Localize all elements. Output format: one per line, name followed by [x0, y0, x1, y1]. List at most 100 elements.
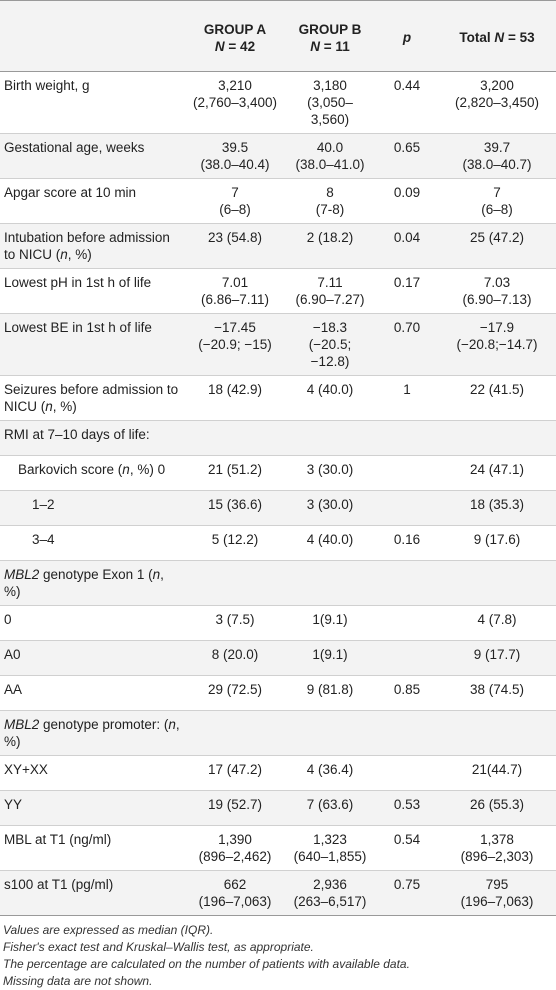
cell-text: 2,936 [313, 877, 347, 892]
value-cell: 21 (51.2) [186, 456, 284, 491]
header-cell: p [376, 1, 438, 72]
table-row: MBL2 genotype Exon 1 (n, %) [0, 560, 556, 606]
cell-text: 0.53 [393, 797, 421, 812]
cell-text: 39.7 [483, 140, 511, 155]
label-text: Lowest BE in 1st h of life [4, 320, 152, 335]
row-label: Lowest pH in 1st h of life [0, 269, 186, 314]
label-text: YY [4, 797, 23, 812]
row-label: Gestational age, weeks [0, 134, 186, 179]
value-cell [186, 711, 284, 756]
cell-text: 9 (17.7) [473, 647, 521, 662]
value-cell [376, 641, 438, 676]
row-label: Birth weight, g [0, 72, 186, 134]
table-row: Barkovich score (n, %) 0 21 (51.2) 3 (30.0… [0, 455, 556, 491]
cell-text: 25 (47.2) [469, 230, 525, 245]
table-row: MBL at T1 (ng/ml) 1,390 (896–2,462) 1,323 (6… [0, 825, 556, 871]
cell-text: (3,050–3,560) [307, 95, 353, 127]
cell-text: 19 (52.7) [207, 797, 263, 812]
value-cell: 0.17 [376, 269, 438, 314]
value-cell: 3 (30.0) [284, 491, 376, 526]
table-row: MBL2 genotype promoter: (n, %) [0, 710, 556, 756]
row-label: 1–2 [0, 491, 186, 526]
cell-text: 17 (47.2) [207, 762, 263, 777]
value-cell [376, 456, 438, 491]
cell-text: 3 (7.5) [215, 612, 255, 627]
cell-text: 26 (55.3) [469, 797, 525, 812]
table-row: Lowest BE in 1st h of life −17.45 (−20.9; … [0, 313, 556, 376]
value-cell: 3,210 (2,760–3,400) [186, 72, 284, 134]
cell-text: 2 (18.2) [306, 230, 354, 245]
table-row: 1–2 15 (36.6) 3 (30.0) 18 (35.3) [0, 490, 556, 526]
cell-text: 0.65 [393, 140, 421, 155]
header-cell: Total N = 53 [438, 1, 556, 72]
cell-text: (196–7,063) [198, 894, 272, 909]
cell-text: 795 [485, 877, 509, 892]
value-cell: 2,936 (263–6,517) [284, 871, 376, 916]
value-cell: 0.16 [376, 526, 438, 561]
label-italic: n [152, 567, 161, 582]
value-cell: 662 (196–7,063) [186, 871, 284, 916]
cell-text: 3 (30.0) [306, 462, 354, 477]
column-n-symbol: N [494, 30, 505, 45]
table-row: s100 at T1 (pg/ml) 662 (196–7,063) 2,936 (26… [0, 870, 556, 916]
cell-text: (38.0–40.4) [200, 157, 270, 172]
label-text: genotype Exon 1 ( [39, 567, 153, 582]
cell-text: 22 (41.5) [469, 382, 525, 397]
value-cell [376, 606, 438, 641]
cell-text: (640–1,855) [293, 849, 367, 864]
value-cell: 8 (7-8) [284, 179, 376, 224]
value-cell: 26 (55.3) [438, 791, 556, 826]
value-cell: 3,200 (2,820–3,450) [438, 72, 556, 134]
value-cell: 0.53 [376, 791, 438, 826]
table-row: Birth weight, g 3,210 (2,760–3,400) 3,180 (3… [0, 71, 556, 134]
cell-text: −17.9 [479, 320, 515, 335]
cell-text: 7.03 [483, 275, 511, 290]
value-cell: 4 (40.0) [284, 526, 376, 561]
cell-text: 4 (36.4) [306, 762, 354, 777]
value-cell: 18 (42.9) [186, 376, 284, 421]
label-text: Apgar score at 10 min [4, 185, 137, 200]
cell-text: 1,378 [480, 832, 514, 847]
cell-text: 0.09 [393, 185, 421, 200]
label-text: AA [4, 682, 23, 697]
cell-text: 3,180 [313, 78, 347, 93]
value-cell: 4 (40.0) [284, 376, 376, 421]
cell-text: −17.45 [214, 320, 256, 335]
cell-text: 1(9.1) [312, 612, 348, 627]
cell-text: (6–8) [481, 202, 513, 217]
cell-text: 0.54 [393, 832, 421, 847]
value-cell: 40.0 (38.0–41.0) [284, 134, 376, 179]
cell-text: 15 (36.6) [207, 497, 263, 512]
table-row: Apgar score at 10 min 7 (6–8) 8 (7-8) 0.09 7 (6… [0, 178, 556, 224]
value-cell: 0.44 [376, 72, 438, 134]
table-row: RMI at 7–10 days of life: [0, 420, 556, 456]
value-cell: 2 (18.2) [284, 224, 376, 269]
row-label: MBL2 genotype Exon 1 (n, %) [0, 561, 186, 606]
value-cell [376, 421, 438, 456]
column-n-value: = 11 [323, 38, 350, 54]
value-cell: 5 (12.2) [186, 526, 284, 561]
cell-text: 1,390 [218, 832, 252, 847]
value-cell: 38 (74.5) [438, 676, 556, 711]
value-cell: 22 (41.5) [438, 376, 556, 421]
cell-text: 8 (20.0) [211, 647, 259, 662]
row-label: MBL at T1 (ng/ml) [0, 826, 186, 871]
row-label: 0 [0, 606, 186, 641]
row-label: AA [0, 676, 186, 711]
cell-text: 662 [223, 877, 247, 892]
column-title: GROUP A [203, 21, 267, 37]
cell-text: 24 (47.1) [469, 462, 525, 477]
label-text: Lowest pH in 1st h of life [4, 275, 152, 290]
value-cell [438, 561, 556, 606]
cell-text: 5 (12.2) [211, 532, 259, 547]
cell-text: 7.01 [221, 275, 249, 290]
value-cell: 1 [376, 376, 438, 421]
table-row: 0 3 (7.5) 1(9.1) 4 (7.8) [0, 605, 556, 641]
cell-text: (−20.5; −12.8) [308, 337, 352, 369]
cell-text: 0.44 [393, 78, 421, 93]
cell-text: (263–6,517) [293, 894, 367, 909]
cell-text: 1 [403, 382, 411, 397]
